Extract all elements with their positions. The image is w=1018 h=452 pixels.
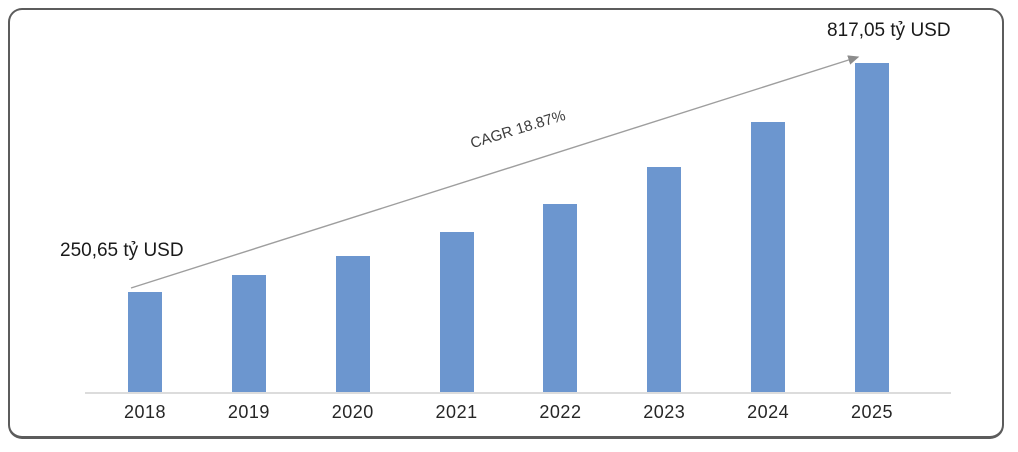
bar-2018: [128, 291, 162, 393]
bar-2025: [855, 63, 890, 393]
start-value-annotation: 250,65 tỷ USD: [60, 240, 184, 261]
x-tick-2021: 2021: [435, 402, 478, 422]
end-value-annotation: 817,05 tỷ USD: [827, 20, 951, 41]
x-tick-2025: 2025: [850, 402, 894, 422]
x-tick-2020: 2020: [331, 402, 374, 422]
bar-2019: [231, 275, 266, 393]
x-tick-2022: 2022: [539, 402, 582, 422]
x-tick-2023: 2023: [643, 402, 686, 422]
card-border: [8, 8, 1004, 439]
x-tick-2018: 2018: [123, 402, 167, 422]
x-tick-2024: 2024: [747, 402, 790, 422]
x-tick-2019: 2019: [227, 402, 270, 422]
x-axis-line: [85, 392, 951, 394]
